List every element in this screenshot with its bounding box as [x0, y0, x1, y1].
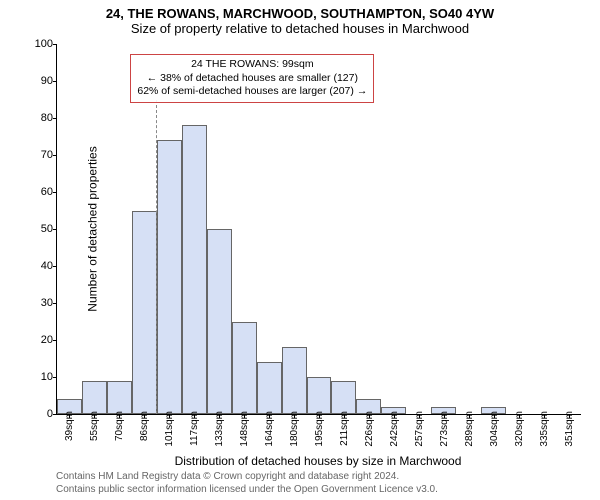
x-tick-mark [294, 414, 295, 418]
y-axis-label: Number of detached properties [86, 146, 100, 311]
annotation-box: 24 THE ROWANS: 99sqm← 38% of detached ho… [130, 54, 374, 103]
footer: Contains HM Land Registry data © Crown c… [56, 470, 438, 496]
annotation-line: ← 38% of detached houses are smaller (12… [137, 72, 367, 86]
x-tick-mark [244, 414, 245, 418]
histogram-bar [157, 140, 182, 414]
y-tick-mark [53, 192, 57, 193]
plot: 010203040506070809010039sqm55sqm70sqm86s… [56, 44, 581, 415]
y-tick-mark [53, 377, 57, 378]
x-tick-mark [469, 414, 470, 418]
x-tick-mark [569, 414, 570, 418]
property-marker-line [156, 100, 158, 414]
x-tick-mark [344, 414, 345, 418]
y-tick-label: 20 [25, 334, 53, 346]
y-tick-label: 90 [25, 75, 53, 87]
y-tick-label: 10 [25, 371, 53, 383]
annotation-line: 62% of semi-detached houses are larger (… [137, 85, 367, 99]
x-tick-mark [519, 414, 520, 418]
y-tick-mark [53, 266, 57, 267]
y-tick-label: 70 [25, 149, 53, 161]
x-tick-mark [169, 414, 170, 418]
y-tick-mark [53, 414, 57, 415]
y-tick-mark [53, 44, 57, 45]
x-tick-mark [69, 414, 70, 418]
x-tick-mark [219, 414, 220, 418]
histogram-bar [207, 229, 232, 414]
y-tick-label: 60 [25, 186, 53, 198]
y-tick-mark [53, 340, 57, 341]
x-tick-mark [444, 414, 445, 418]
y-tick-mark [53, 155, 57, 156]
histogram-bar [132, 211, 157, 415]
y-tick-mark [53, 229, 57, 230]
footer-line-2: Contains public sector information licen… [56, 483, 438, 496]
y-tick-label: 40 [25, 260, 53, 272]
histogram-bar [282, 347, 307, 414]
histogram-bar [232, 322, 257, 415]
x-tick-mark [94, 414, 95, 418]
chart-area: 010203040506070809010039sqm55sqm70sqm86s… [56, 44, 580, 414]
x-tick-mark [419, 414, 420, 418]
x-tick-mark [269, 414, 270, 418]
x-tick-mark [144, 414, 145, 418]
y-tick-label: 30 [25, 297, 53, 309]
histogram-bar [182, 125, 207, 414]
y-tick-mark [53, 81, 57, 82]
y-tick-label: 50 [25, 223, 53, 235]
histogram-bar [331, 381, 356, 414]
page-title: 24, THE ROWANS, MARCHWOOD, SOUTHAMPTON, … [0, 0, 600, 21]
x-tick-mark [119, 414, 120, 418]
x-tick-mark [544, 414, 545, 418]
x-tick-mark [394, 414, 395, 418]
y-tick-label: 100 [25, 38, 53, 50]
x-tick-mark [319, 414, 320, 418]
x-tick-mark [194, 414, 195, 418]
y-tick-mark [53, 118, 57, 119]
x-tick-mark [494, 414, 495, 418]
histogram-bar [82, 381, 107, 414]
histogram-bar [307, 377, 332, 414]
x-tick-mark [369, 414, 370, 418]
page-subtitle: Size of property relative to detached ho… [0, 21, 600, 40]
x-axis-label: Distribution of detached houses by size … [175, 454, 462, 468]
histogram-bar [107, 381, 132, 414]
y-tick-mark [53, 303, 57, 304]
y-tick-label: 0 [25, 408, 53, 420]
histogram-bar [257, 362, 282, 414]
annotation-line: 24 THE ROWANS: 99sqm [137, 58, 367, 72]
footer-line-1: Contains HM Land Registry data © Crown c… [56, 470, 438, 483]
y-tick-label: 80 [25, 112, 53, 124]
